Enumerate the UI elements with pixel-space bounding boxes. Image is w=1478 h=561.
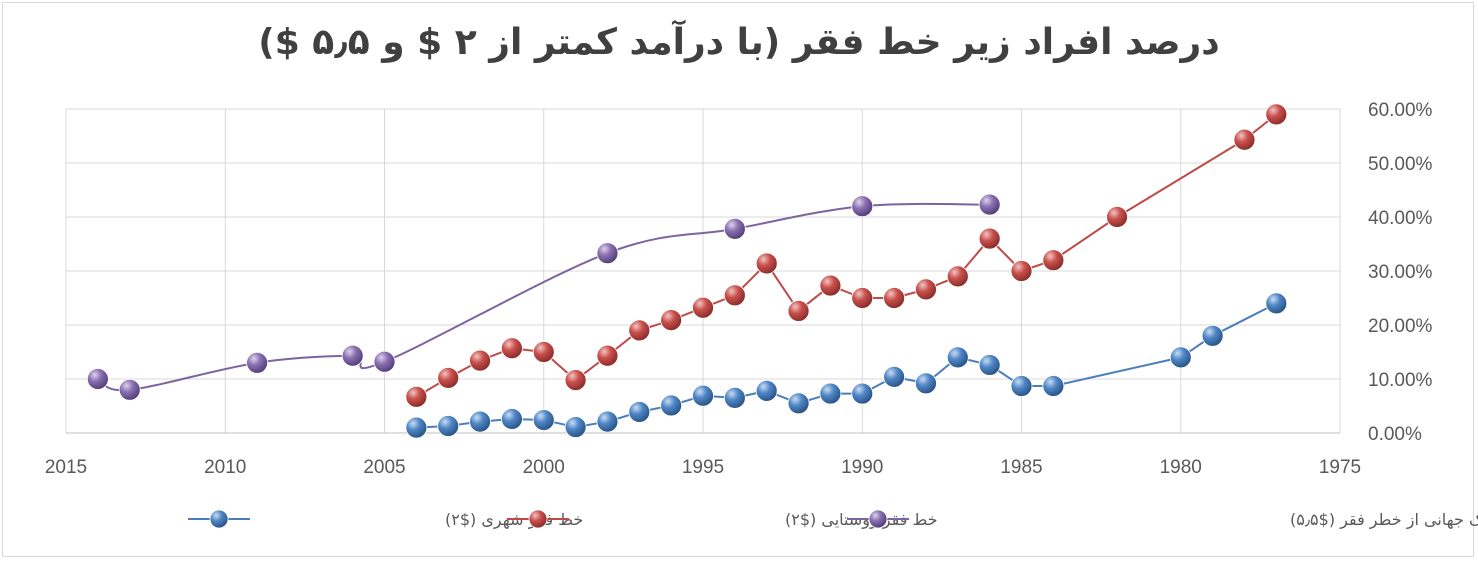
x-tick-label: 2005	[363, 457, 405, 478]
data-point	[915, 278, 937, 301]
series-line	[416, 302, 1277, 429]
y-tick-label: 0.00%	[1368, 424, 1422, 445]
x-tick-label: 1985	[1000, 457, 1042, 478]
data-point	[373, 350, 396, 373]
data-point	[978, 193, 1001, 216]
data-point	[723, 284, 746, 307]
data-point	[1042, 375, 1065, 397]
data-point	[978, 354, 1001, 376]
legend-marker	[868, 509, 888, 529]
data-point	[596, 410, 619, 433]
x-tick-label: 1975	[1319, 457, 1361, 478]
data-point	[946, 265, 969, 288]
data-point	[341, 344, 364, 367]
data-point	[755, 379, 778, 402]
data-point	[469, 349, 491, 372]
data-point	[564, 369, 587, 391]
data-point	[1010, 375, 1033, 397]
data-point	[1265, 292, 1288, 315]
data-point	[946, 346, 969, 369]
x-tick-label: 2015	[45, 457, 87, 478]
data-point	[628, 401, 651, 423]
data-point	[660, 309, 683, 332]
x-tick-label: 2000	[523, 457, 565, 478]
data-point	[469, 410, 491, 433]
legend-label: برآورد بانک جهانی از خطر فقر ($۵٫۵)	[1290, 510, 1478, 530]
data-point	[755, 252, 778, 275]
x-tick-label: 2010	[204, 457, 246, 478]
legend: خط فقر شهری ($۲)خط فقر روستایی ($۲)برآور…	[188, 509, 1478, 530]
data-point	[819, 382, 842, 405]
data-point	[532, 341, 555, 363]
data-point	[978, 227, 1001, 250]
chart-title: درصد افراد زیر خط فقر (با درآمد کمتر از …	[258, 22, 1220, 63]
data-point	[787, 300, 810, 322]
data-point	[1106, 206, 1128, 228]
data-point	[405, 385, 428, 408]
y-tick-label: 40.00%	[1368, 208, 1433, 229]
data-point	[819, 274, 842, 297]
data-point	[1042, 249, 1065, 272]
legend-marker	[209, 509, 229, 529]
data-point	[405, 416, 428, 439]
data-point	[1010, 260, 1033, 282]
data-point	[532, 409, 555, 431]
data-point	[118, 378, 141, 401]
data-point	[851, 287, 874, 309]
data-point	[1169, 346, 1192, 369]
data-point	[1201, 324, 1224, 347]
data-point	[596, 242, 619, 265]
data-point	[787, 392, 810, 415]
data-point	[723, 217, 746, 240]
axes: 0.00% 10.00% 20.00% 30.00% 40.00% 50.00% 60.00…	[45, 100, 1433, 478]
data-point	[500, 408, 523, 430]
x-tick-label: 1995	[682, 457, 724, 478]
data-point	[437, 415, 460, 437]
y-tick-label: 50.00%	[1368, 154, 1433, 175]
data-point	[883, 365, 905, 388]
data-point	[86, 368, 109, 390]
y-tick-label: 10.00%	[1368, 370, 1433, 391]
series-line	[97, 202, 990, 392]
data-point	[692, 384, 714, 407]
data-point	[500, 337, 523, 360]
y-tick-label: 20.00%	[1368, 316, 1433, 337]
data-point	[851, 382, 874, 405]
data-point	[723, 386, 746, 409]
data-point	[1265, 103, 1288, 126]
data-point	[246, 351, 269, 374]
data-point	[692, 296, 714, 319]
data-point	[883, 287, 905, 309]
legend-marker	[528, 509, 548, 529]
y-tick-label: 30.00%	[1368, 262, 1433, 283]
data-point	[851, 195, 874, 218]
data-point	[564, 416, 587, 438]
gridlines	[65, 108, 1341, 434]
data-point	[596, 344, 619, 367]
data-point	[1233, 128, 1256, 151]
series-layer	[86, 103, 1288, 439]
y-tick-label: 60.00%	[1368, 100, 1433, 121]
data-point	[660, 394, 683, 417]
data-point	[628, 319, 651, 342]
data-point	[437, 367, 460, 389]
data-point	[915, 372, 937, 395]
x-tick-label: 1980	[1160, 457, 1202, 478]
x-tick-label: 1990	[841, 457, 883, 478]
